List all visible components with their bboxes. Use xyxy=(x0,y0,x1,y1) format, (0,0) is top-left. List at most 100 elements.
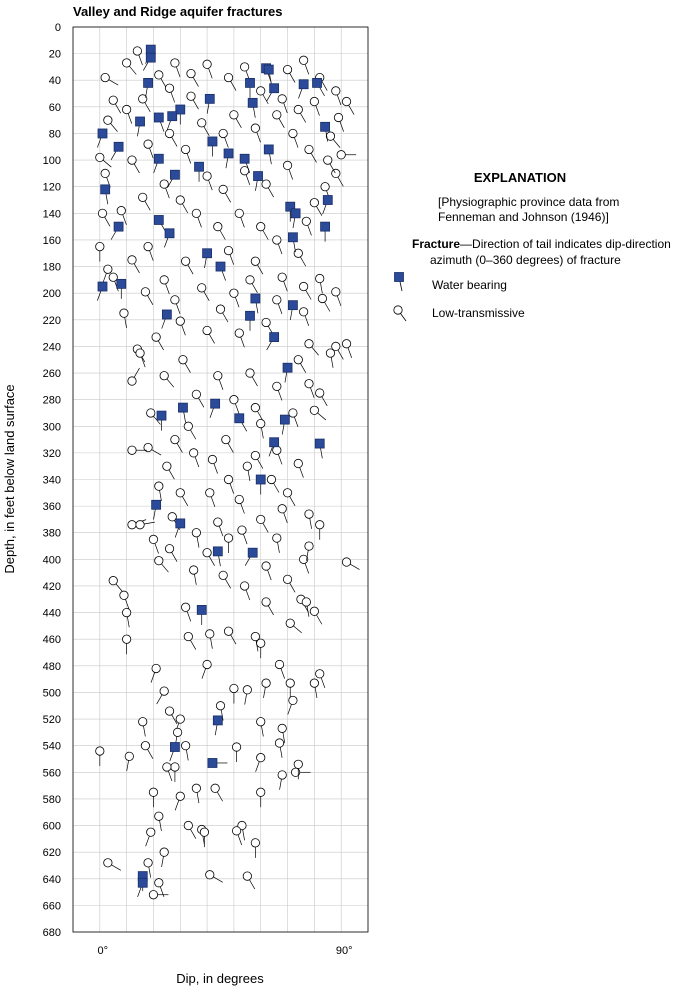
low-transmissive-point xyxy=(287,695,298,715)
low-transmissive-point xyxy=(181,741,191,761)
y-tick-label: 480 xyxy=(43,661,61,673)
low-transmissive-point xyxy=(256,787,266,808)
low-transmissive-marker xyxy=(108,576,118,586)
low-transmissive-point xyxy=(304,509,314,529)
low-transmissive-point xyxy=(293,458,304,478)
low-transmissive-marker xyxy=(154,70,164,80)
low-transmissive-marker xyxy=(181,602,191,612)
legend: EXPLANATION [Physiographic province data… xyxy=(393,170,671,322)
low-transmissive-marker xyxy=(223,72,234,83)
legend-fracture-desc-2: azimuth (0–360 degrees) of fracture xyxy=(430,253,621,267)
low-transmissive-point xyxy=(202,59,213,79)
low-transmissive-marker xyxy=(218,128,228,139)
low-transmissive-marker xyxy=(282,64,293,75)
y-tick-label: 380 xyxy=(43,528,61,540)
water-bearing-marker xyxy=(202,248,212,259)
water-bearing-point xyxy=(279,414,290,435)
water-bearing-point xyxy=(223,148,234,169)
water-bearing-marker xyxy=(175,104,186,115)
low-transmissive-point xyxy=(277,94,288,114)
water-bearing-marker xyxy=(263,144,274,155)
low-transmissive-point xyxy=(138,94,151,113)
low-transmissive-point xyxy=(231,742,242,763)
low-transmissive-point xyxy=(178,355,191,373)
y-tick-label: 360 xyxy=(43,501,61,513)
low-transmissive-marker xyxy=(119,590,129,600)
low-transmissive-point xyxy=(290,767,311,777)
low-transmissive-point xyxy=(143,241,154,261)
low-transmissive-marker xyxy=(315,669,325,679)
low-transmissive-marker xyxy=(242,461,252,471)
low-transmissive-marker xyxy=(282,160,293,171)
y-tick-label: 120 xyxy=(43,182,61,194)
low-transmissive-point xyxy=(197,118,210,136)
low-transmissive-marker xyxy=(245,368,255,378)
chart-title: Valley and Ridge aquifer fractures xyxy=(73,4,283,19)
water-bearing-point xyxy=(320,121,330,142)
low-transmissive-point xyxy=(288,128,299,148)
low-transmissive-marker xyxy=(154,811,164,821)
low-transmissive-point xyxy=(174,791,185,811)
low-transmissive-marker xyxy=(256,86,266,96)
low-transmissive-point xyxy=(277,272,288,292)
low-transmissive-marker xyxy=(272,295,282,305)
low-transmissive-marker xyxy=(183,820,193,831)
water-bearing-marker xyxy=(263,64,274,75)
low-transmissive-marker xyxy=(234,494,244,505)
low-transmissive-marker xyxy=(151,332,161,342)
water-bearing-point xyxy=(288,232,298,253)
low-transmissive-marker xyxy=(256,753,266,763)
low-transmissive-marker xyxy=(172,727,183,737)
low-transmissive-point xyxy=(229,395,240,414)
low-transmissive-point xyxy=(315,520,325,540)
water-bearing-marker xyxy=(320,221,330,232)
low-transmissive-marker xyxy=(293,759,303,769)
low-transmissive-point xyxy=(234,494,245,514)
low-transmissive-point xyxy=(183,820,197,839)
low-transmissive-marker xyxy=(272,381,282,391)
y-tick-label: 220 xyxy=(43,315,61,327)
low-transmissive-marker xyxy=(240,62,250,72)
low-transmissive-marker xyxy=(151,663,161,674)
low-transmissive-point xyxy=(223,245,235,265)
water-bearing-marker xyxy=(320,121,330,132)
water-bearing-marker xyxy=(196,605,207,615)
low-transmissive-marker xyxy=(127,376,137,386)
low-transmissive-marker xyxy=(202,171,212,181)
low-transmissive-point xyxy=(119,590,130,610)
water-bearing-point xyxy=(100,184,111,205)
low-transmissive-marker xyxy=(250,450,260,461)
low-transmissive-point xyxy=(325,131,341,148)
low-transmissive-point xyxy=(140,741,154,759)
low-transmissive-point xyxy=(205,488,216,508)
low-transmissive-point xyxy=(315,388,328,407)
low-transmissive-marker xyxy=(256,514,266,525)
low-transmissive-marker xyxy=(143,858,153,868)
low-transmissive-point xyxy=(282,64,296,83)
low-transmissive-point xyxy=(304,339,319,356)
water-bearing-marker xyxy=(153,112,164,123)
water-bearing-marker xyxy=(247,547,258,558)
y-tick-label: 620 xyxy=(43,847,61,859)
low-transmissive-point xyxy=(175,316,186,336)
water-bearing-point xyxy=(143,77,153,98)
low-transmissive-point xyxy=(135,348,146,368)
legend-fracture-desc-1: Fracture—Direction of tail indicates dip… xyxy=(412,237,671,251)
y-axis-label: Depth, in feet below land surface xyxy=(2,384,17,573)
low-transmissive-marker xyxy=(138,717,148,727)
low-transmissive-point xyxy=(145,827,156,847)
low-transmissive-marker xyxy=(272,533,282,543)
low-transmissive-point xyxy=(135,520,155,530)
low-transmissive-marker xyxy=(138,192,148,202)
low-transmissive-point xyxy=(218,128,229,148)
low-transmissive-point xyxy=(95,152,112,168)
water-bearing-marker xyxy=(245,77,255,88)
low-transmissive-marker xyxy=(183,631,193,642)
low-transmissive-marker xyxy=(202,548,212,558)
water-bearing-marker xyxy=(178,402,188,413)
water-bearing-marker xyxy=(145,52,156,63)
low-transmissive-point xyxy=(213,517,224,537)
low-transmissive-point xyxy=(304,541,314,561)
low-transmissive-point xyxy=(256,222,269,240)
water-bearing-marker xyxy=(97,281,108,292)
